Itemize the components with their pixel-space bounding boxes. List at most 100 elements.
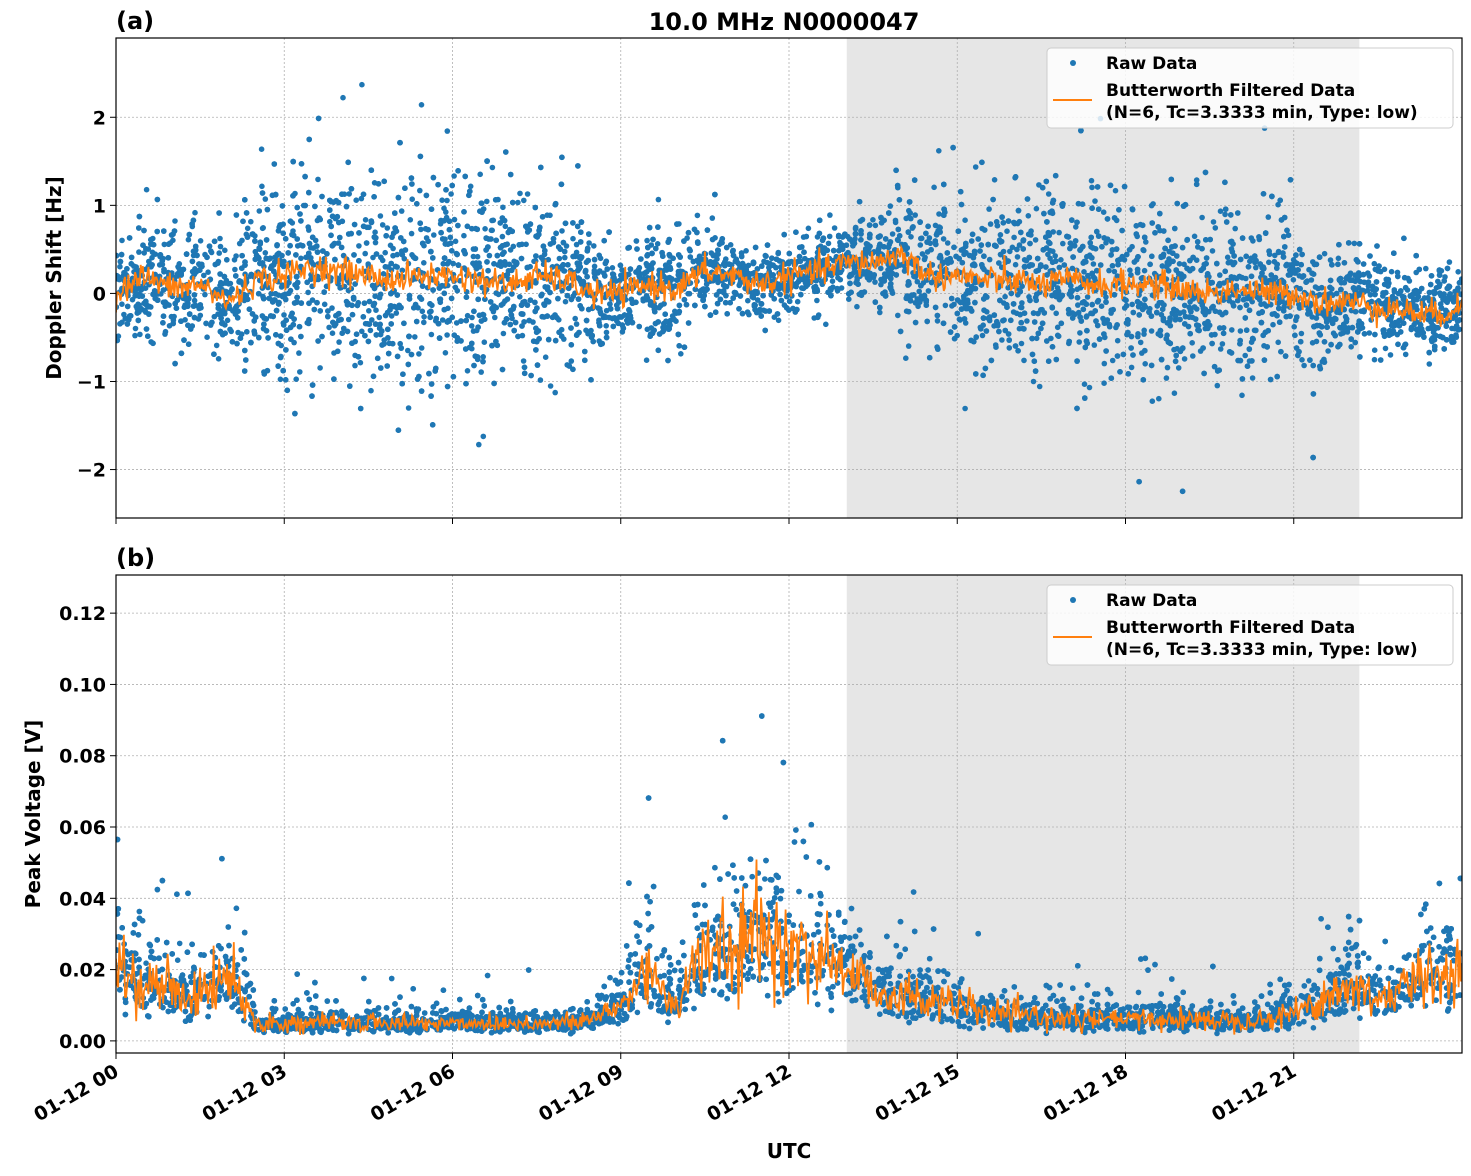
- raw-point: [1299, 331, 1305, 337]
- raw-point: [1324, 319, 1330, 325]
- raw-point: [1211, 219, 1217, 225]
- raw-point: [482, 226, 488, 232]
- raw-point: [959, 202, 965, 208]
- raw-point: [417, 188, 423, 194]
- raw-point: [910, 224, 916, 230]
- raw-point: [898, 329, 904, 335]
- raw-point: [1327, 285, 1333, 291]
- raw-point: [576, 296, 582, 302]
- raw-point: [274, 242, 280, 248]
- raw-point: [245, 226, 251, 232]
- raw-point: [873, 299, 879, 305]
- raw-point: [1101, 331, 1107, 337]
- raw-point: [1156, 396, 1162, 402]
- raw-point: [1101, 209, 1107, 215]
- raw-point: [990, 197, 996, 203]
- raw-point: [378, 213, 384, 219]
- raw-point: [1060, 241, 1066, 247]
- raw-point: [936, 211, 942, 217]
- raw-point: [259, 184, 265, 190]
- raw-point: [1127, 267, 1133, 273]
- raw-point: [431, 232, 437, 238]
- raw-point: [1374, 243, 1380, 249]
- raw-point: [1157, 211, 1163, 217]
- raw-point: [814, 298, 820, 304]
- raw-point: [461, 233, 467, 239]
- raw-point: [878, 266, 884, 272]
- raw-point: [973, 371, 979, 377]
- raw-point: [438, 296, 444, 302]
- raw-point: [781, 232, 787, 238]
- raw-point: [870, 217, 876, 223]
- raw-point: [998, 232, 1004, 238]
- raw-point: [198, 238, 204, 244]
- raw-point: [356, 230, 362, 236]
- raw-point: [893, 218, 899, 224]
- raw-point: [1099, 303, 1105, 309]
- raw-point: [1084, 314, 1090, 320]
- raw-point: [1085, 294, 1091, 300]
- raw-point: [169, 314, 175, 320]
- raw-point: [1322, 251, 1328, 257]
- raw-point: [395, 354, 401, 360]
- raw-point: [1034, 206, 1040, 212]
- raw-point: [980, 333, 986, 339]
- raw-point: [830, 278, 836, 284]
- raw-point: [443, 350, 449, 356]
- raw-point: [1110, 358, 1116, 364]
- raw-point: [562, 255, 568, 261]
- raw-point: [352, 363, 358, 369]
- raw-point: [283, 347, 289, 353]
- raw-point: [521, 358, 527, 364]
- raw-point: [888, 239, 894, 245]
- raw-point: [352, 222, 358, 228]
- raw-point: [1455, 269, 1461, 275]
- raw-point: [358, 406, 364, 412]
- raw-point: [949, 303, 955, 309]
- raw-point: [992, 177, 998, 183]
- raw-point: [1229, 327, 1235, 333]
- raw-point: [399, 208, 405, 214]
- raw-point: [644, 238, 650, 244]
- raw-point: [215, 260, 221, 266]
- raw-point: [973, 164, 979, 170]
- raw-point: [1043, 264, 1049, 270]
- raw-point: [592, 268, 598, 274]
- raw-point: [166, 241, 172, 247]
- raw-point: [1313, 284, 1319, 290]
- raw-point: [1414, 327, 1420, 333]
- raw-point: [1270, 322, 1276, 328]
- raw-point: [1201, 371, 1207, 377]
- raw-point: [421, 320, 427, 326]
- raw-point: [1102, 361, 1108, 367]
- raw-point: [1015, 348, 1021, 354]
- raw-point: [492, 315, 498, 321]
- raw-point: [936, 148, 942, 154]
- raw-point: [1172, 390, 1178, 396]
- raw-point: [1161, 228, 1167, 234]
- raw-point: [610, 265, 616, 271]
- raw-point: [1182, 356, 1188, 362]
- raw-point: [1124, 303, 1130, 309]
- figure-title: 10.0 MHz N0000047: [649, 8, 920, 36]
- raw-point: [653, 246, 659, 252]
- raw-point: [877, 310, 883, 316]
- raw-point: [418, 227, 424, 233]
- raw-point: [1213, 225, 1219, 231]
- raw-point: [1067, 246, 1073, 252]
- raw-point: [599, 341, 605, 347]
- raw-point: [572, 316, 578, 322]
- raw-point: [1014, 247, 1020, 253]
- raw-point: [232, 267, 238, 273]
- raw-point: [265, 335, 271, 341]
- raw-point: [908, 234, 914, 240]
- raw-point: [259, 146, 265, 152]
- raw-point: [484, 199, 490, 205]
- raw-point: [888, 203, 894, 209]
- raw-point: [1058, 257, 1064, 263]
- raw-point: [1217, 272, 1223, 278]
- raw-point: [1115, 338, 1121, 344]
- raw-point: [636, 324, 642, 330]
- raw-point: [263, 196, 269, 202]
- raw-point: [1299, 357, 1305, 363]
